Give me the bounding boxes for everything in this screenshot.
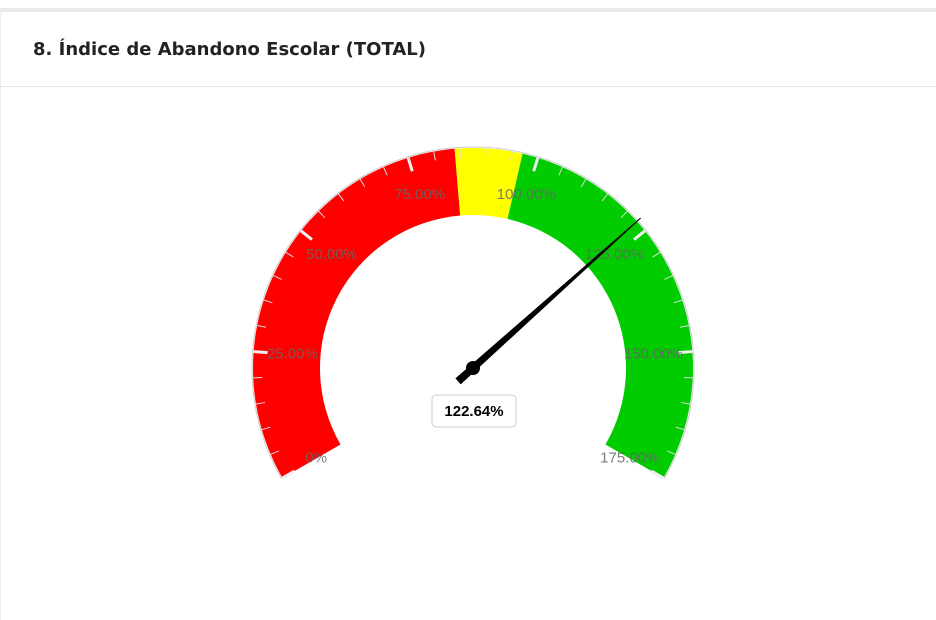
gauge-band <box>253 148 461 478</box>
minor-tick <box>433 151 436 161</box>
minor-tick <box>485 148 487 158</box>
minor-tick <box>359 178 366 188</box>
tick-label: 175.00% <box>600 449 659 466</box>
panel: 8. Índice de Abandono Escolar (TOTAL) <box>0 8 936 620</box>
minor-tick <box>679 324 689 328</box>
minor-tick <box>263 299 273 304</box>
gauge-band <box>454 148 523 219</box>
minor-tick <box>255 402 265 405</box>
tick-label: 50.00% <box>306 246 357 263</box>
tick-label: 25.00% <box>267 345 318 362</box>
minor-tick <box>383 166 388 176</box>
gauge-band <box>507 153 694 479</box>
major-tick <box>633 229 646 241</box>
major-tick <box>678 350 693 355</box>
tick-label: 0% <box>305 449 327 466</box>
major-tick <box>300 229 313 241</box>
minor-tick <box>620 210 628 219</box>
major-tick <box>253 350 268 355</box>
major-tick <box>281 469 296 480</box>
tick-label: 125.00% <box>585 246 644 263</box>
minor-tick <box>257 324 267 328</box>
major-tick <box>406 157 414 172</box>
minor-tick <box>338 193 345 202</box>
value-label: 122.64% <box>444 403 503 420</box>
tick-label: 100.00% <box>497 186 556 203</box>
minor-tick <box>664 275 673 280</box>
minor-tick <box>261 426 271 431</box>
minor-tick <box>580 178 587 188</box>
minor-tick <box>510 151 513 161</box>
tick-label: 75.00% <box>394 186 445 203</box>
minor-tick <box>666 450 676 455</box>
major-tick <box>650 469 665 480</box>
minor-tick <box>273 275 282 280</box>
tick-label: 150.00% <box>624 345 683 362</box>
minor-tick <box>601 193 608 202</box>
gauge-outline <box>251 146 695 479</box>
panel-title: 8. Índice de Abandono Escolar (TOTAL) <box>1 12 936 87</box>
minor-tick <box>270 450 280 455</box>
major-tick <box>532 157 540 172</box>
needle-pivot <box>466 361 480 375</box>
minor-tick <box>673 299 683 304</box>
minor-tick <box>318 210 326 219</box>
value-box <box>431 394 517 428</box>
minor-tick <box>558 166 563 176</box>
minor-tick <box>675 426 685 431</box>
minor-tick <box>459 148 461 158</box>
minor-tick <box>681 402 691 405</box>
minor-tick <box>652 251 661 258</box>
minor-tick <box>285 251 294 258</box>
gauge-needle <box>455 217 642 385</box>
